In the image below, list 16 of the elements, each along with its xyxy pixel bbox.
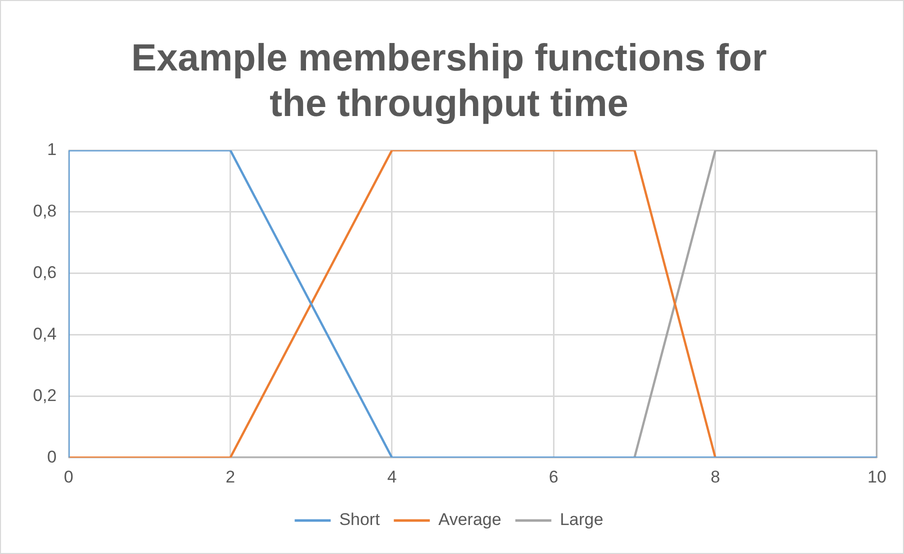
y-tick-label: 0 — [47, 447, 57, 466]
y-tick-label: 0,8 — [32, 201, 57, 220]
x-tick-label: 0 — [64, 467, 74, 486]
chart-title: Example membership functions for the throughput time — [131, 37, 767, 125]
legend-label: Average — [438, 510, 502, 530]
x-tick-label: 2 — [226, 467, 236, 486]
x-tick-label: 4 — [387, 467, 397, 486]
y-tick-label: 0,6 — [32, 262, 57, 282]
x-tick-label: 8 — [710, 467, 720, 486]
legend-label: Short — [339, 510, 380, 530]
x-tick-label: 6 — [548, 467, 558, 486]
y-tick-label: 1 — [47, 140, 57, 159]
x-tick-label: 10 — [868, 467, 886, 486]
legend-label: Large — [560, 510, 604, 530]
y-tick-label: 0,4 — [32, 324, 57, 344]
y-tick-label: 0,2 — [32, 386, 57, 405]
